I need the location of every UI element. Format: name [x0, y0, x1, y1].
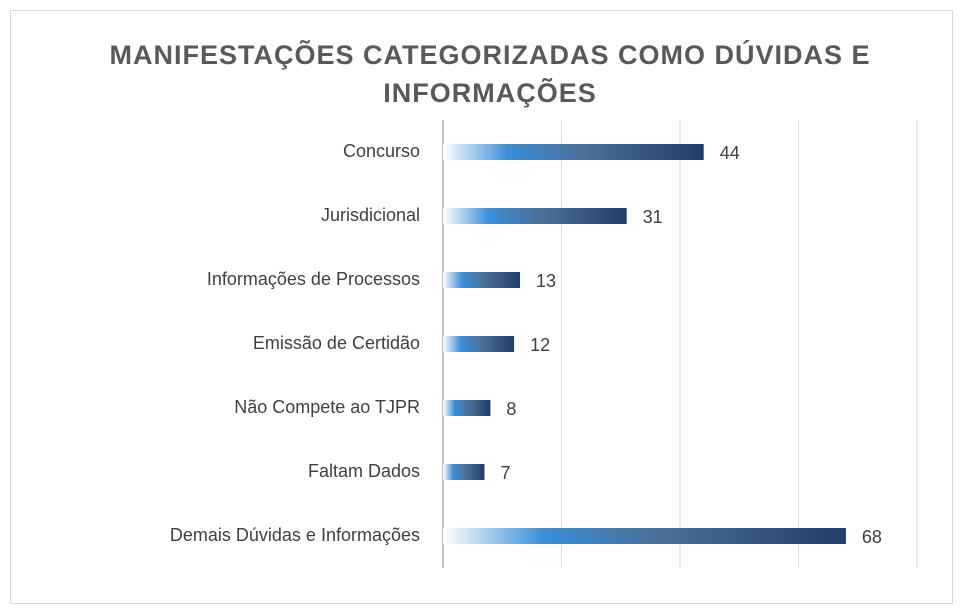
data-label: 7 [500, 463, 510, 483]
y-tick-label: Não Compete ao TJPR [234, 397, 420, 417]
chart-title: MANIFESTAÇÕES CATEGORIZADAS COMO DÚVIDAS… [109, 40, 871, 108]
data-label: 68 [862, 527, 882, 547]
y-tick-label: Informações de Processos [207, 269, 420, 289]
bar [443, 336, 515, 352]
bar [443, 464, 485, 480]
y-tick-label: Faltam Dados [308, 461, 420, 481]
y-tick-label: Concurso [343, 141, 420, 161]
bar [443, 208, 627, 224]
y-tick-label: Emissão de Certidão [253, 333, 420, 353]
y-tick-label: Demais Dúvidas e Informações [170, 525, 420, 545]
data-label: 31 [643, 207, 663, 227]
bar [443, 400, 491, 416]
bar [443, 272, 521, 288]
bar [443, 144, 704, 160]
chart-border [10, 10, 953, 604]
data-label: 13 [536, 271, 556, 291]
data-label: 44 [720, 143, 740, 163]
data-label: 12 [530, 335, 550, 355]
bar [443, 528, 846, 544]
y-tick-label: Jurisdicional [321, 205, 420, 225]
data-label: 8 [506, 399, 516, 419]
